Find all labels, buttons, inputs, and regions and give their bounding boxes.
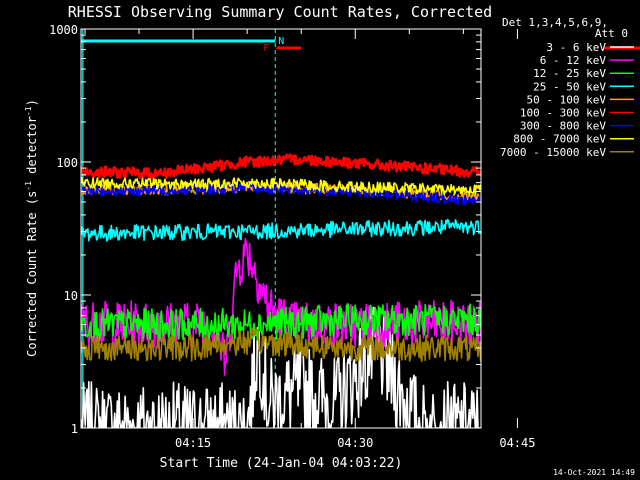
y-tick-label-3: 100 (56, 156, 78, 170)
y-tick-label-4: 1000 (49, 23, 78, 37)
flag-f-label: F (263, 43, 269, 54)
y-axis-label-sup1: -1 (24, 181, 33, 191)
legend-header-line-1: Det 1,3,4,5,6,9, (502, 16, 608, 29)
legend-label-7: 300 - 800 keV (520, 120, 606, 133)
y-axis-label-sup2: -1 (24, 106, 33, 116)
legend-label-8: 800 - 7000 keV (513, 133, 606, 146)
chart-title: RHESSI Observing Summary Count Rates, Co… (68, 3, 492, 21)
series-line-6 (81, 153, 481, 180)
y-axis-label-mid: detector (25, 116, 39, 181)
x-tick-label-1: 04:15 (175, 436, 211, 450)
x-tick-label-2: 04:30 (337, 436, 373, 450)
svg-text:Corrected Count Rate (s-1 dete: Corrected Count Rate (s-1 detector-1) (24, 99, 39, 357)
y-tick-label-2: 10 (64, 289, 78, 303)
series-line-8 (81, 176, 481, 196)
legend-label-6: 100 - 300 keV (520, 107, 606, 120)
legend-label-4: 25 - 50 keV (533, 80, 606, 93)
y-axis-label: Corrected Count Rate (s-1 detector-1) (24, 99, 39, 357)
series-line-3 (81, 303, 481, 342)
y-tick-label-1: 1 (71, 422, 78, 436)
legend-header-line-2: Att 0 (595, 27, 628, 40)
data-layer: FN (80, 29, 640, 428)
series-group (81, 153, 481, 428)
series-line-1 (81, 306, 481, 428)
series-line-7 (81, 182, 481, 206)
y-axis-label-end: ) (25, 99, 39, 106)
legend-label-1: 3 - 6 keV (546, 41, 606, 54)
timestamp: 14-Oct-2021 14:49 (553, 468, 635, 477)
legend-label-3: 12 - 25 keV (533, 67, 606, 80)
y-axis-label-text: Corrected Count Rate (s (25, 191, 39, 357)
series-line-9 (81, 327, 481, 362)
x-axis-label: Start Time (24-Jan-04 04:03:22) (160, 456, 403, 471)
series-line-4 (81, 218, 481, 242)
legend-label-9: 7000 - 15000 keV (500, 146, 606, 159)
legend-label-5: 50 - 100 keV (527, 93, 607, 106)
legend-label-2: 6 - 12 keV (540, 54, 607, 67)
flag-n-label: N (278, 36, 284, 47)
x-tick-label-3: 04:45 (499, 436, 535, 450)
plot-frame (80, 28, 482, 429)
